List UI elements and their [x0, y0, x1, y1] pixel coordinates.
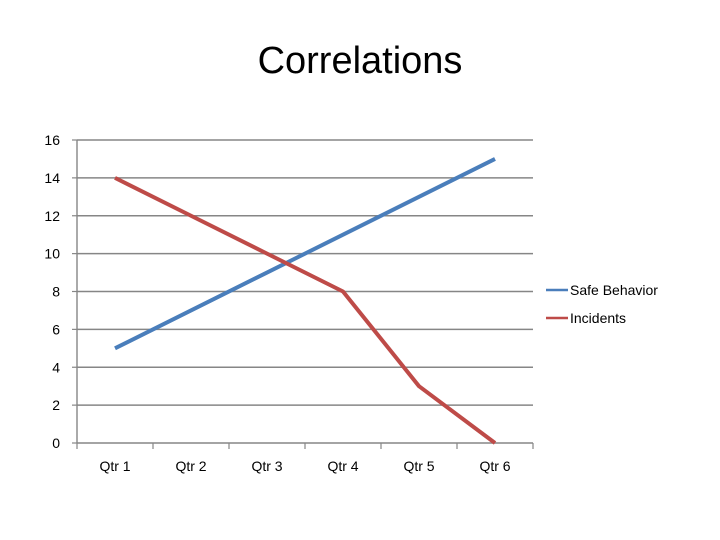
- y-tick-label: 16: [44, 132, 60, 148]
- legend: Safe Behavior Incidents: [546, 282, 658, 326]
- series-line-safe-behavior: [114, 157, 496, 351]
- x-tick-label: Qtr 2: [175, 458, 206, 474]
- series-line-incidents: [114, 176, 497, 445]
- axes: 0 2 4 6 8 10 12 14 16 Qtr 1 Qtr 2 Qtr 3 Qtr 4 Qtr 5 Qt…: [44, 132, 534, 474]
- series-lines: [114, 157, 497, 445]
- chart-title: Correlations: [257, 40, 463, 82]
- x-tick-label: Qtr 3: [251, 458, 282, 474]
- x-tick-label: Qtr 1: [99, 458, 130, 474]
- x-tick-label: Qtr 4: [327, 458, 358, 474]
- legend-label: Incidents: [570, 310, 626, 326]
- x-tick-label: Qtr 5: [403, 458, 434, 474]
- y-tick-label: 10: [44, 246, 60, 262]
- y-tick-label: 8: [52, 284, 60, 300]
- x-tick-label: Qtr 6: [479, 458, 510, 474]
- y-tick-label: 12: [44, 208, 60, 224]
- y-tick-label: 2: [52, 397, 60, 413]
- y-tick-label: 14: [44, 170, 60, 186]
- y-tick-label: 0: [52, 435, 60, 451]
- y-tick-label: 4: [52, 359, 60, 375]
- legend-label: Safe Behavior: [570, 282, 658, 298]
- y-tick-label: 6: [52, 321, 60, 337]
